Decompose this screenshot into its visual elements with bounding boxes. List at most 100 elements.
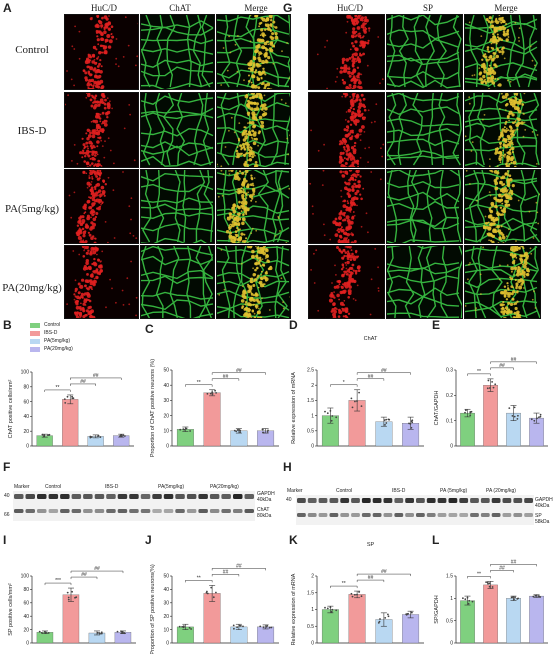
legend-item: IBS-D <box>30 329 130 337</box>
data-point <box>387 614 389 616</box>
data-point <box>266 625 268 627</box>
data-point <box>101 631 103 633</box>
data-point <box>508 407 510 409</box>
data-point <box>239 431 241 433</box>
data-point <box>215 592 217 594</box>
data-point <box>213 596 215 598</box>
blot-band-target <box>118 509 128 513</box>
legend-swatch-pa5 <box>30 339 40 344</box>
data-point <box>487 583 489 585</box>
data-point <box>488 380 490 382</box>
data-point <box>352 596 354 598</box>
data-point <box>64 398 66 400</box>
data-point <box>514 416 516 418</box>
blot-band-target <box>470 513 479 517</box>
y-tick-label: 0.5 <box>307 429 314 435</box>
bar <box>63 595 79 643</box>
blot-band-target <box>524 513 533 517</box>
blot-band-target <box>394 513 403 517</box>
blot-f-gapdh-kda: 40kDa <box>257 497 271 503</box>
y-tick-label: 0 <box>166 641 169 647</box>
y-tick-label: 2 <box>311 574 314 580</box>
micrograph-chat-r3-c1 <box>140 245 215 319</box>
bar <box>402 615 419 644</box>
micrograph-sp-r2-c2 <box>464 169 541 244</box>
blot-band-target <box>26 509 36 513</box>
y-tick-label: 0 <box>450 641 453 647</box>
sig-label: ## <box>368 374 374 380</box>
data-point <box>379 618 381 620</box>
data-point <box>179 626 181 628</box>
micrograph-sp-r3-c1 <box>386 245 463 319</box>
data-point <box>207 593 209 595</box>
blot-f-control: Control <box>45 484 61 490</box>
data-point <box>538 416 540 418</box>
panel-label-f: F <box>3 460 10 474</box>
data-point <box>189 430 191 432</box>
blot-band-target <box>60 509 70 513</box>
blot-band-gapdh <box>210 494 220 499</box>
blot-band-gapdh <box>118 494 128 499</box>
micrograph-chat-r3-c2 <box>216 245 291 319</box>
blot-band-gapdh <box>405 498 414 503</box>
row-label-ibsd: IBS-D <box>2 125 62 137</box>
data-point <box>388 615 390 617</box>
blot-h-control: Control <box>336 488 352 494</box>
blot-band-gapdh <box>152 494 162 499</box>
bar <box>460 601 474 643</box>
data-point <box>487 387 489 389</box>
micrograph-chat-r1-c0 <box>64 92 139 168</box>
sig-label: ## <box>94 566 100 572</box>
panel-label-b: B <box>3 318 12 332</box>
y-tick-label: 10 <box>163 429 169 435</box>
data-point <box>493 387 495 389</box>
y-tick-label: 1.5 <box>307 590 314 596</box>
micrograph-chat-r1-c2 <box>216 92 291 168</box>
legend-label-pa5: PA(5mg/kg) <box>44 338 70 344</box>
data-point <box>185 428 187 430</box>
y-tick-label: 0.5 <box>446 618 453 624</box>
data-point <box>384 617 386 619</box>
data-point <box>494 383 496 385</box>
y-axis-label: Relative expression of mRNA <box>291 573 297 645</box>
y-tick-label: 1.5 <box>307 398 314 404</box>
micrograph-sp-r1-c2 <box>464 92 541 168</box>
data-point <box>73 397 75 399</box>
data-point <box>119 436 121 438</box>
data-point <box>42 434 44 436</box>
data-point <box>207 393 209 395</box>
data-point <box>468 600 470 602</box>
y-tick-label: 40 <box>163 383 169 389</box>
data-point <box>385 422 387 424</box>
col-label-hucd-left: HuC/D <box>64 3 144 13</box>
data-point <box>384 419 386 421</box>
blot-band-target <box>513 513 522 517</box>
data-point <box>210 587 212 589</box>
micrograph-chat-r0-c1 <box>140 14 215 90</box>
sig-label: ** <box>56 385 60 391</box>
data-point <box>465 409 467 411</box>
row-label-control: Control <box>2 44 62 56</box>
bar <box>483 385 497 446</box>
micrograph-sp-r3-c2 <box>464 245 541 319</box>
data-point <box>464 598 466 600</box>
data-point <box>236 626 238 628</box>
data-point <box>43 436 45 438</box>
blot-band-target <box>198 509 208 513</box>
data-point <box>361 595 363 597</box>
data-point <box>242 626 244 628</box>
blot-h-marker: Marker <box>287 488 303 494</box>
data-point <box>514 407 516 409</box>
y-tick-label: 2.5 <box>307 368 314 374</box>
y-axis-label: ChAT positive cells/mm² <box>8 379 14 438</box>
blot-band-gapdh <box>95 494 105 499</box>
sig-label: *** <box>55 578 61 584</box>
data-point <box>75 596 77 598</box>
blot-band-target <box>492 513 501 517</box>
blot-band-gapdh <box>297 498 306 503</box>
data-point <box>388 419 390 421</box>
